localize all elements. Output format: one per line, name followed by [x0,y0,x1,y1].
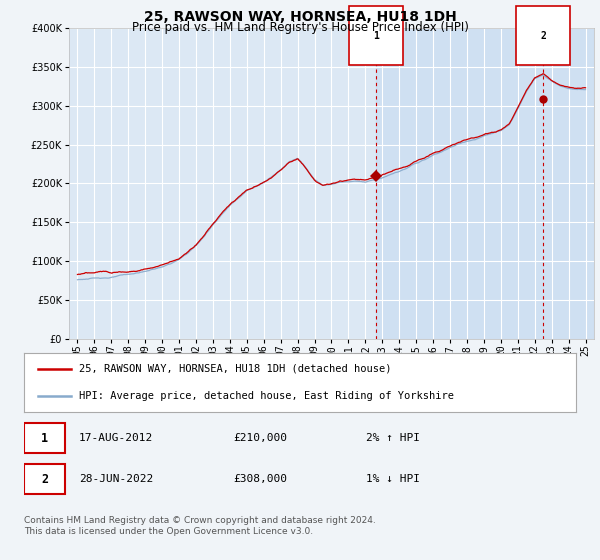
Text: 2: 2 [540,31,546,41]
Text: Price paid vs. HM Land Registry's House Price Index (HPI): Price paid vs. HM Land Registry's House … [131,21,469,34]
Bar [376,28,594,339]
Text: £308,000: £308,000 [234,474,288,484]
Text: 25, RAWSON WAY, HORNSEA, HU18 1DH: 25, RAWSON WAY, HORNSEA, HU18 1DH [143,10,457,24]
FancyBboxPatch shape [24,464,65,494]
Text: Contains HM Land Registry data © Crown copyright and database right 2024.
This d: Contains HM Land Registry data © Crown c… [24,516,376,536]
FancyBboxPatch shape [24,423,65,454]
Text: 1: 1 [373,31,379,41]
Text: £210,000: £210,000 [234,433,288,443]
Text: HPI: Average price, detached house, East Riding of Yorkshire: HPI: Average price, detached house, East… [79,391,454,401]
Text: 1: 1 [41,432,48,445]
Text: 2: 2 [41,473,48,486]
Text: 1% ↓ HPI: 1% ↓ HPI [366,474,420,484]
Text: 17-AUG-2012: 17-AUG-2012 [79,433,154,443]
Text: 2% ↑ HPI: 2% ↑ HPI [366,433,420,443]
Text: 25, RAWSON WAY, HORNSEA, HU18 1DH (detached house): 25, RAWSON WAY, HORNSEA, HU18 1DH (detac… [79,363,392,374]
Text: 28-JUN-2022: 28-JUN-2022 [79,474,154,484]
